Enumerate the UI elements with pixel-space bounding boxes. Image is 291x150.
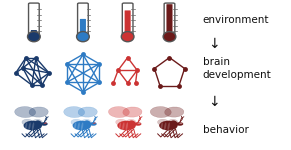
Ellipse shape — [33, 120, 42, 129]
Ellipse shape — [71, 119, 82, 126]
FancyBboxPatch shape — [78, 3, 88, 38]
Ellipse shape — [123, 107, 142, 117]
Ellipse shape — [78, 107, 97, 117]
Ellipse shape — [77, 32, 89, 42]
Circle shape — [90, 122, 97, 126]
Ellipse shape — [81, 122, 83, 130]
Ellipse shape — [163, 32, 176, 42]
Ellipse shape — [28, 32, 40, 42]
Ellipse shape — [81, 119, 91, 125]
Ellipse shape — [77, 122, 80, 130]
Ellipse shape — [117, 121, 135, 130]
Ellipse shape — [169, 120, 178, 129]
Ellipse shape — [165, 107, 184, 117]
Ellipse shape — [22, 119, 33, 126]
FancyBboxPatch shape — [164, 3, 175, 38]
FancyBboxPatch shape — [31, 30, 37, 36]
Ellipse shape — [164, 122, 166, 130]
Ellipse shape — [126, 122, 128, 130]
Ellipse shape — [157, 119, 169, 126]
Circle shape — [93, 122, 96, 124]
Ellipse shape — [32, 122, 34, 130]
Ellipse shape — [121, 32, 134, 42]
Ellipse shape — [25, 122, 27, 130]
Ellipse shape — [29, 107, 48, 117]
Ellipse shape — [24, 121, 41, 130]
Ellipse shape — [122, 122, 125, 130]
Ellipse shape — [83, 120, 91, 129]
Circle shape — [134, 122, 141, 126]
Ellipse shape — [64, 107, 85, 117]
Ellipse shape — [15, 107, 36, 117]
FancyBboxPatch shape — [122, 3, 133, 38]
Ellipse shape — [150, 107, 171, 117]
Ellipse shape — [159, 121, 177, 130]
Ellipse shape — [32, 119, 42, 125]
Text: behavior: behavior — [203, 125, 249, 135]
Circle shape — [44, 122, 47, 124]
Ellipse shape — [119, 122, 121, 130]
Text: ↓: ↓ — [208, 95, 220, 109]
Text: ↓: ↓ — [208, 37, 220, 51]
Circle shape — [137, 122, 141, 124]
Ellipse shape — [167, 119, 178, 125]
Ellipse shape — [126, 119, 136, 125]
Circle shape — [179, 122, 182, 124]
Text: brain
development: brain development — [203, 57, 272, 80]
Text: environment: environment — [203, 15, 269, 25]
Ellipse shape — [74, 122, 76, 130]
FancyBboxPatch shape — [125, 10, 131, 36]
Ellipse shape — [116, 119, 127, 126]
FancyBboxPatch shape — [29, 3, 39, 38]
FancyBboxPatch shape — [80, 19, 86, 36]
Ellipse shape — [168, 122, 170, 130]
Ellipse shape — [29, 122, 31, 130]
Circle shape — [176, 122, 183, 126]
FancyBboxPatch shape — [166, 4, 173, 36]
Circle shape — [41, 122, 48, 126]
Ellipse shape — [109, 107, 129, 117]
Ellipse shape — [161, 122, 163, 130]
Ellipse shape — [127, 120, 136, 129]
Ellipse shape — [72, 121, 90, 130]
